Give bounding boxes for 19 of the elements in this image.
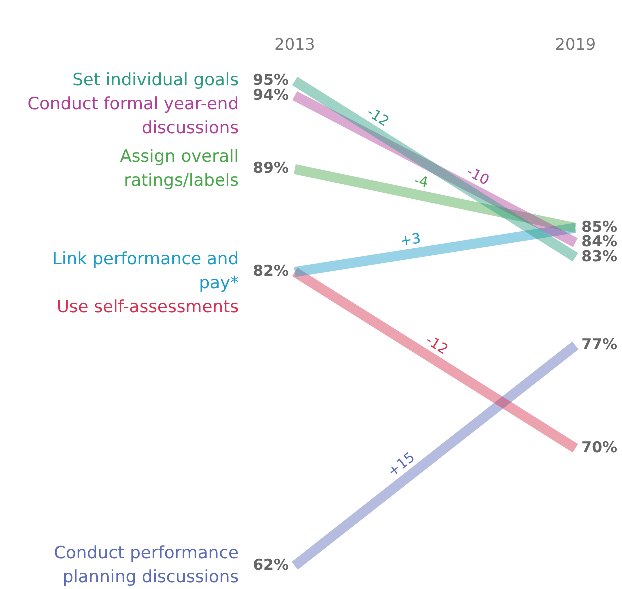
text: Conduct performance planning discussions [54,543,240,588]
x-tick-label: 2013 [274,34,316,54]
x-tick-label: 2019 [555,34,596,54]
data-label: 62% [253,556,289,574]
annotation: +15 [385,450,418,481]
text: Use self-assessments [56,298,240,318]
annotation: -4 [412,172,430,192]
data-label: 70% [582,438,618,456]
annotation: -10 [464,164,492,189]
text: Link performance and pay* [52,250,239,294]
data-label: 77% [582,336,618,354]
text: Conduct formal year-end discussions [28,94,240,139]
text: Assign overall ratings/labels [120,146,240,191]
annotation: -12 [364,104,392,130]
annotation: -12 [422,332,451,358]
text: Set individual goals [72,70,240,91]
data-label: 89% [253,159,289,178]
data-label: 82% [253,262,289,280]
annotation: +3 [399,230,422,250]
